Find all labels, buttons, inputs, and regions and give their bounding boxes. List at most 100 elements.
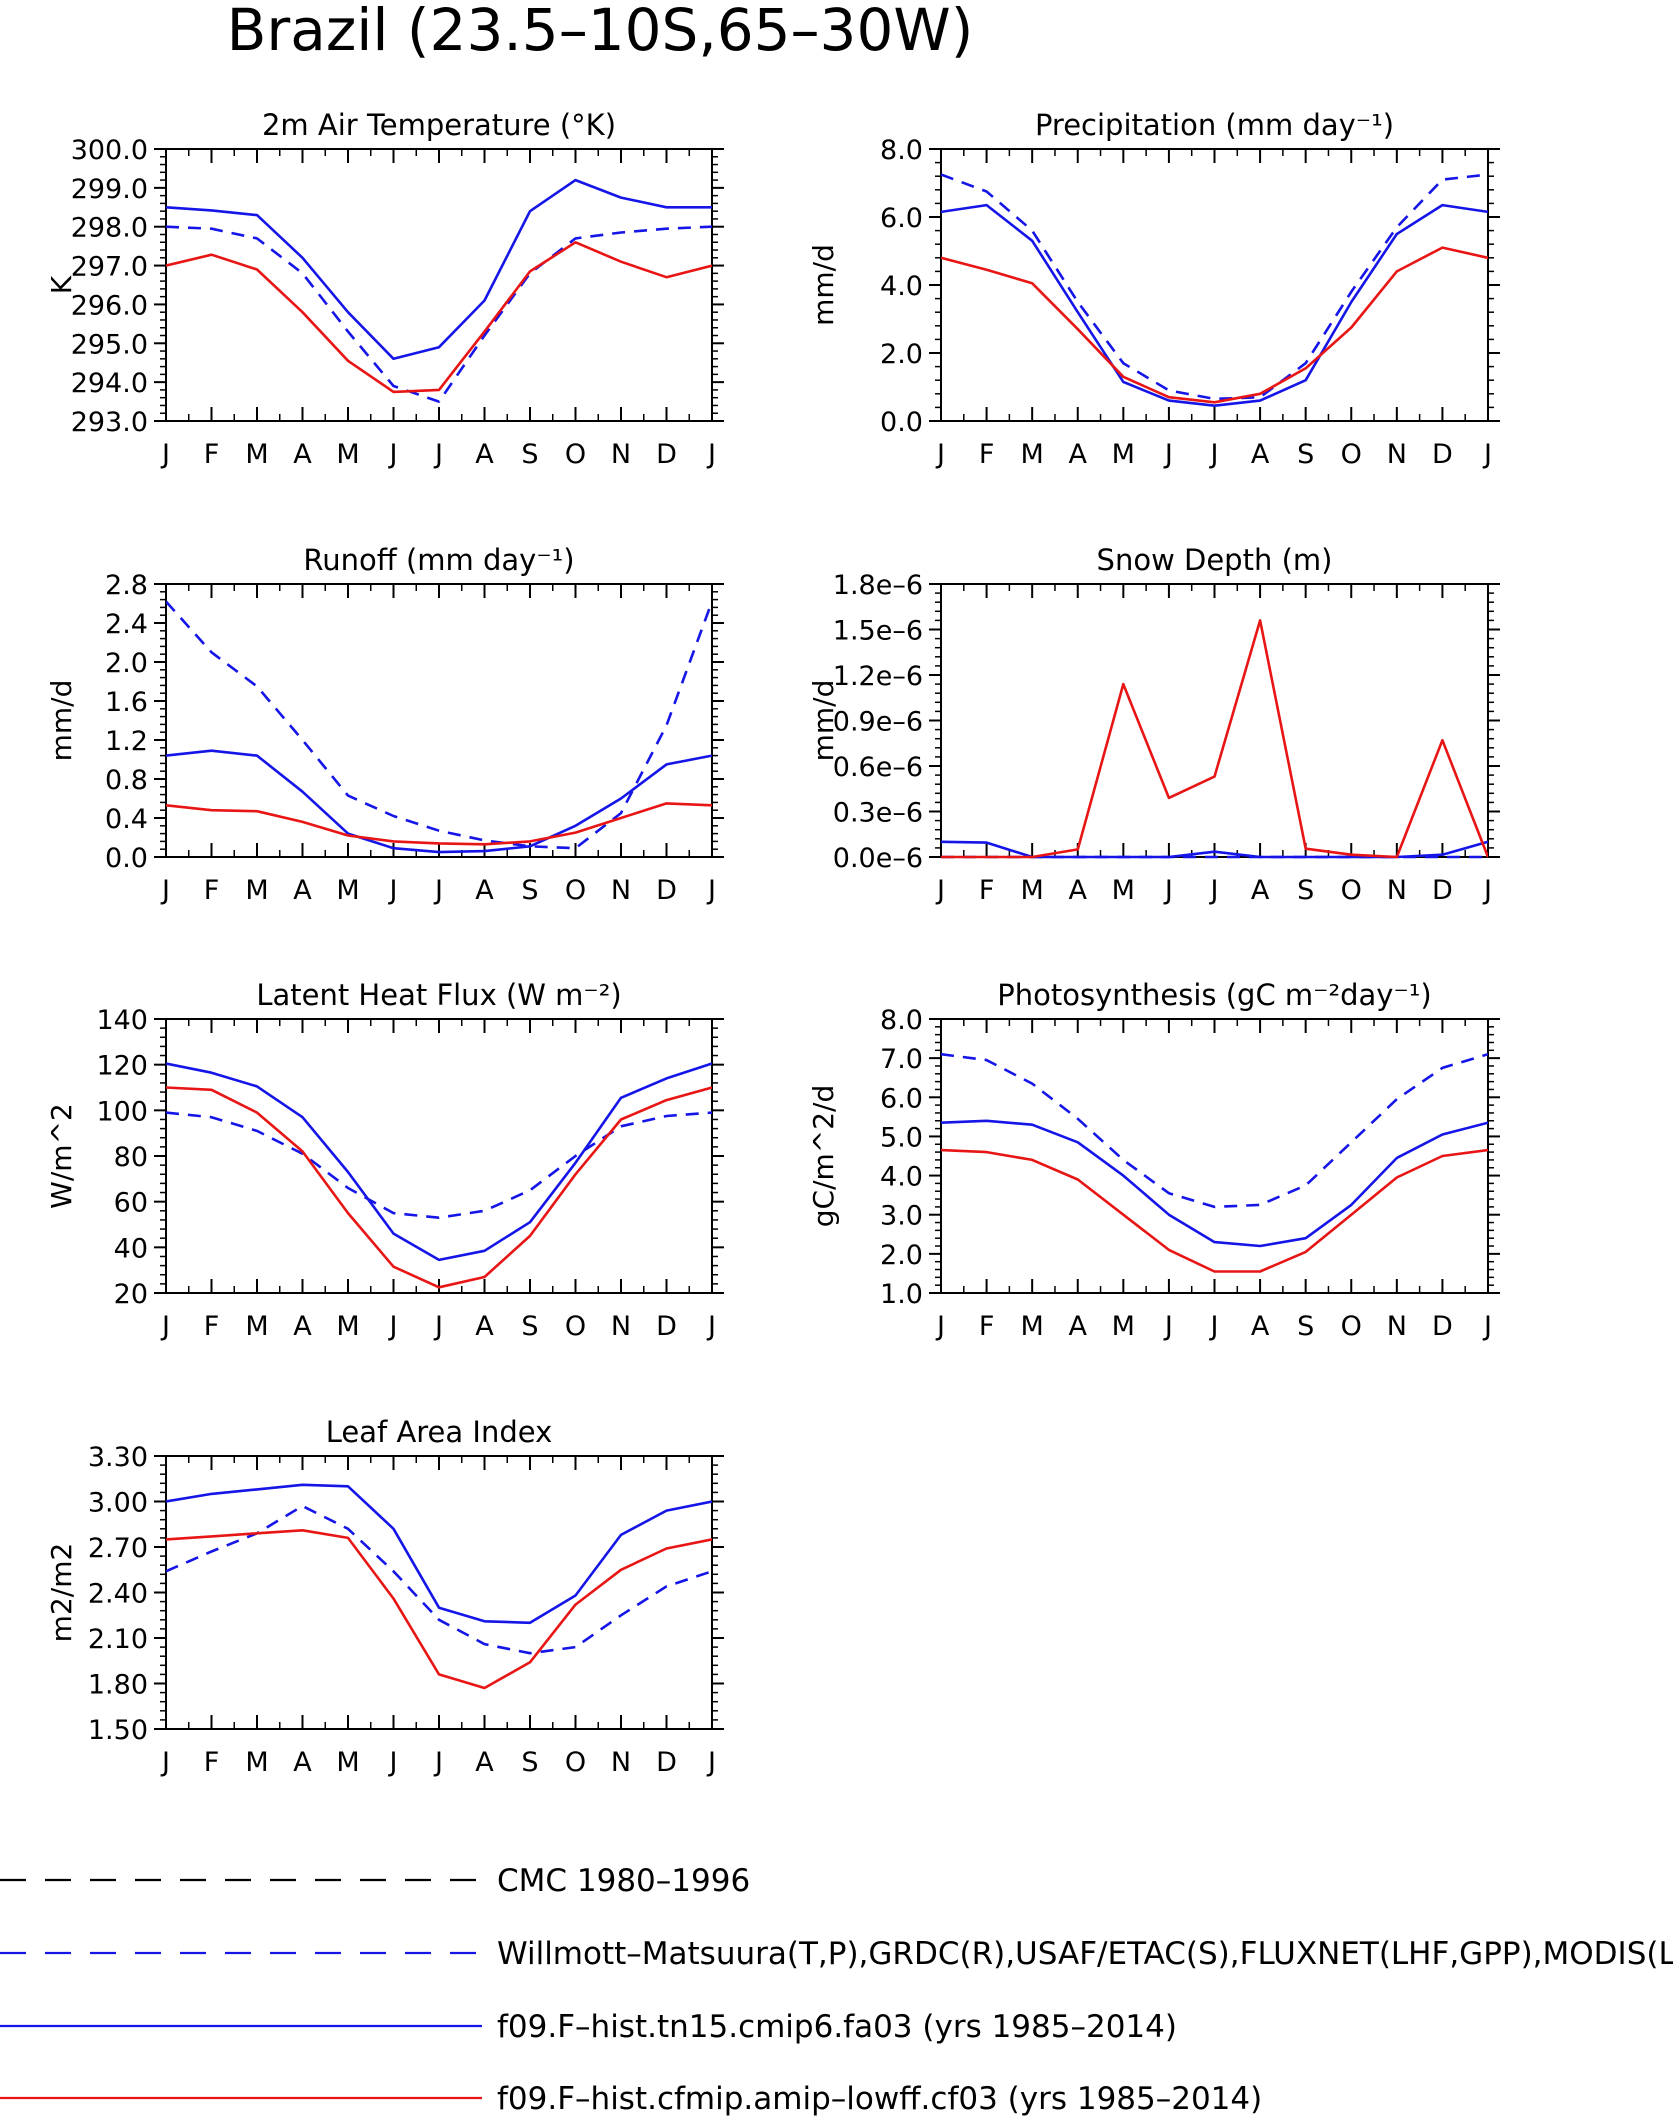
y-tick-label: 2.8 [105,570,148,601]
x-tick-label: J [1209,439,1219,470]
y-tick-label: 3.30 [88,1442,148,1473]
x-tick-label: F [979,875,995,906]
y-tick-label: 293.0 [71,407,148,438]
x-tick-label: M [1021,875,1044,906]
y-tick-label: 8.0 [880,1005,923,1036]
x-tick-label: S [521,1747,538,1778]
y-tick-label: 1.2 [105,726,148,757]
y-tick-label: 40 [114,1233,148,1264]
x-tick-label: F [204,1747,220,1778]
x-tick-label: J [1163,1311,1173,1342]
x-tick-label: A [1251,439,1270,470]
x-tick-label: N [611,875,631,906]
x-tick-label: J [1163,439,1173,470]
x-tick-label: N [1387,875,1407,906]
x-tick-label: J [935,1311,945,1342]
panel-snow-depth-m: J F M A M J J A S O N D J0.0e–60.3e–60.6e–60.9e–61.2… [807,543,1500,906]
x-tick-label: D [1432,439,1453,470]
y-tick-label: 4.0 [880,271,923,302]
x-tick-label: M [336,439,359,470]
x-tick-label: F [979,1311,995,1342]
y-tick-label: 1.80 [88,1670,148,1701]
x-tick-label: D [1432,875,1453,906]
y-tick-label: 5.0 [880,1122,923,1153]
y-tick-label: 2.40 [88,1579,148,1610]
series-line-obs [166,1504,712,1655]
y-tick-label: 296.0 [71,290,148,321]
x-tick-label: O [565,439,586,470]
x-tick-label: F [204,1311,220,1342]
x-tick-label: J [388,1311,398,1342]
x-tick-label: J [1482,439,1492,470]
series-line-model1 [166,178,712,361]
y-tick-label: 3.0 [880,1201,923,1232]
panel-title: Latent Heat Flux (W m⁻²) [256,978,621,1012]
y-tick-label: 2.0 [880,1240,923,1271]
x-tick-label: A [293,439,312,470]
y-tick-label: 1.50 [88,1715,148,1746]
x-tick-label: M [1112,875,1135,906]
x-tick-label: J [1482,1311,1492,1342]
x-tick-label: F [204,875,220,906]
series-line-model2 [166,241,712,394]
x-tick-label: J [1163,875,1173,906]
x-tick-label: N [1387,439,1407,470]
x-tick-label: M [245,875,268,906]
y-tick-label: 2.0 [880,339,923,370]
y-tick-label: 1.2e–6 [833,661,923,692]
y-tick-label: 0.8 [105,765,148,796]
plot-frame [165,148,713,422]
panel-2m-air-temperature-k: J F M A M J J A S O N D J293.0294.0295.0296.0297.029… [45,108,724,470]
series-line-model2 [941,619,1488,859]
legend-entry: f09.F–hist.tn15.cmip6.fa03 (yrs 1985–201… [0,2009,1177,2045]
x-tick-label: D [1432,1311,1453,1342]
x-tick-label: F [979,439,995,470]
x-tick-label: J [706,1747,716,1778]
x-tick-label: A [293,1747,312,1778]
y-axis-label: mm/d [807,244,840,326]
panel-title: Snow Depth (m) [1097,543,1333,577]
y-axis-label: m2/m2 [45,1543,78,1643]
y-tick-label: 0.0 [880,407,923,438]
y-tick-label: 8.0 [880,135,923,166]
y-tick-label: 7.0 [880,1044,923,1075]
panel-precipitation-mm-day: J F M A M J J A S O N D J0.02.04.06.08.0Precipitatio… [807,108,1500,470]
x-tick-label: S [1297,1311,1314,1342]
x-tick-label: S [1297,439,1314,470]
y-axis-label: W/m^2 [45,1103,78,1209]
series-line-model2 [941,246,1488,404]
series-line-obs [941,173,1488,401]
x-tick-label: J [935,875,945,906]
x-tick-label: M [245,439,268,470]
x-tick-label: A [1069,439,1088,470]
series-line-model1 [166,1483,712,1625]
x-tick-label: O [565,1311,586,1342]
plot-frame [165,1018,713,1294]
y-tick-label: 6.0 [880,1083,923,1114]
x-tick-label: J [160,439,170,470]
series-line-model1 [941,1119,1488,1248]
y-tick-label: 2.0 [105,648,148,679]
x-tick-label: D [656,1747,677,1778]
panel-title: Runoff (mm day⁻¹) [303,543,574,577]
y-tick-label: 1.5e–6 [833,616,923,647]
legend-entry: CMC 1980–1996 [0,1863,750,1899]
y-tick-label: 2.70 [88,1533,148,1564]
x-tick-label: S [1297,875,1314,906]
y-tick-label: 300.0 [71,135,148,166]
series-line-obs [166,1111,712,1219]
y-tick-label: 1.6 [105,687,148,718]
panel-title: Leaf Area Index [326,1415,552,1449]
y-axis-label: K [45,275,78,294]
x-tick-label: J [1209,1311,1219,1342]
x-tick-label: A [475,1311,494,1342]
x-tick-label: N [611,439,631,470]
y-axis-label: mm/d [45,680,78,762]
legend: CMC 1980–1996 Willmott–Matsuura(T,P),GRDC… [0,1863,1673,2117]
series-line-obs [166,225,712,403]
y-tick-label: 298.0 [71,213,148,244]
legend-entry: f09.F–hist.cfmip.amip–lowff.cf03 (yrs 19… [0,2081,1262,2117]
panel-runoff-mm-day: J F M A M J J A S O N D J0.00.40.81.21.62.02.42.8Run… [45,543,724,906]
